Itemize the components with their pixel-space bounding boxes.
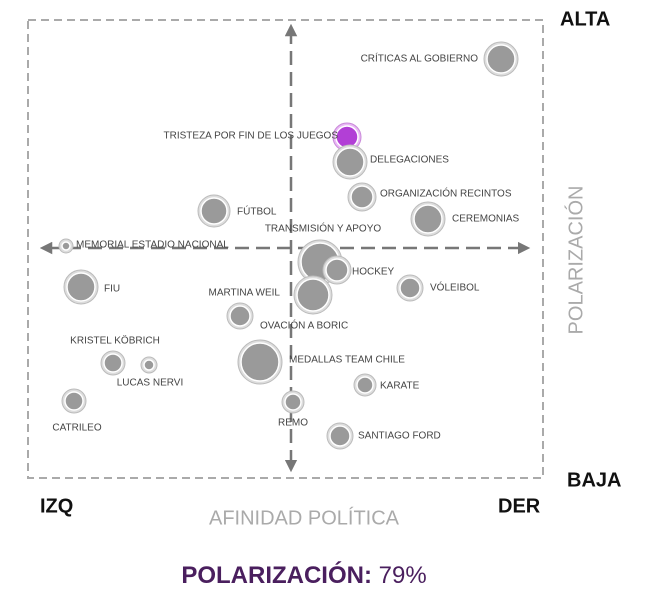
- node-label: OVACIÓN A BORIC: [260, 319, 348, 332]
- bubble: [335, 147, 365, 177]
- bubble: [296, 278, 330, 312]
- node-label: SANTIAGO FORD: [358, 431, 441, 442]
- bubble: [143, 359, 155, 371]
- node-label: VÓLEIBOL: [430, 281, 480, 294]
- node-label: REMO: [278, 418, 308, 429]
- node-label: CEREMONIAS: [452, 214, 520, 225]
- footer-value: 79%: [379, 562, 427, 589]
- corner-left: IZQ: [40, 495, 73, 517]
- node-label: MARTINA WEIL: [209, 288, 281, 299]
- footer: POLARIZACIÓN: 79%: [181, 561, 426, 589]
- node-label: MEDALLAS TEAM CHILE: [289, 355, 405, 366]
- bubble: [399, 277, 421, 299]
- bubble: [61, 241, 71, 251]
- bubble: [329, 425, 351, 447]
- frame: [27, 19, 544, 479]
- bubble: [486, 44, 516, 74]
- node-label: KRISTEL KÖBRICH: [70, 335, 160, 347]
- bubble: [200, 197, 228, 225]
- corner-top: ALTA: [560, 8, 610, 30]
- x-axis-title: AFINIDAD POLÍTICA: [209, 506, 400, 529]
- node-label: CATRILEO: [52, 423, 101, 434]
- node-label: TRANSMISIÓN Y APOYO: [265, 222, 382, 235]
- node-label: ORGANIZACIÓN RECINTOS: [380, 187, 512, 200]
- bubble: [240, 342, 280, 382]
- nodes: CRÍTICAS AL GOBIERNO TRISTEZA POR FIN DE …: [52, 41, 520, 450]
- node-label: DELEGACIONES: [370, 155, 449, 166]
- node-label: KARATE: [380, 381, 420, 392]
- y-axis-title: POLARIZACIÓN: [564, 186, 587, 335]
- bubble: [103, 353, 123, 373]
- bubble: [229, 305, 251, 327]
- corner-bottom: BAJA: [567, 469, 621, 491]
- bubble: [335, 125, 359, 149]
- bubble: [64, 391, 84, 411]
- bubble: [350, 185, 374, 209]
- bubble: [66, 272, 96, 302]
- node-label: CRÍTICAS AL GOBIERNO: [361, 52, 479, 65]
- node-label: FIU: [104, 284, 120, 295]
- node-label: TRISTEZA POR FIN DE LOS JUEGOS: [164, 131, 339, 142]
- bubble: [325, 258, 349, 282]
- node-label: FÚTBOL: [237, 205, 277, 218]
- node-label: HOCKEY: [352, 267, 395, 278]
- node-label: MEMORIAL ESTADIO NACIONAL: [76, 240, 229, 251]
- bubble: [356, 376, 374, 394]
- bubble: [413, 204, 443, 234]
- bubble: [284, 393, 302, 411]
- node-label: LUCAS NERVI: [117, 378, 184, 389]
- corner-right: DER: [498, 495, 541, 517]
- footer-label: POLARIZACIÓN:: [181, 561, 372, 589]
